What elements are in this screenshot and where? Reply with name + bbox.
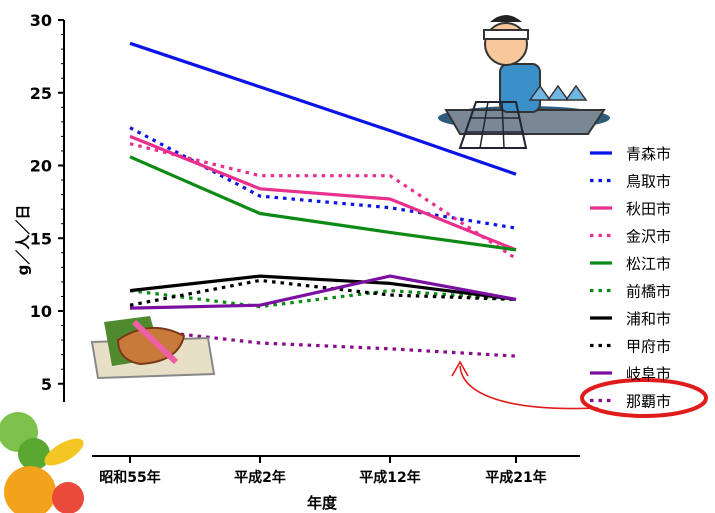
series-line-9 — [129, 274, 517, 310]
series-line-6 — [129, 289, 517, 309]
legend-label: 松江市 — [626, 255, 671, 273]
legend-label: 秋田市 — [626, 200, 671, 218]
vegetables-illustration — [0, 412, 84, 513]
grilled-fish-illustration — [90, 316, 216, 380]
series-line-2 — [129, 126, 517, 230]
series-line-10 — [129, 326, 517, 358]
y-tick-label: 20 — [30, 157, 52, 176]
legend-label: 那覇市 — [626, 393, 671, 411]
legend-label: 前橋市 — [626, 283, 671, 301]
series-line-8 — [129, 278, 517, 307]
legend-label: 岐阜市 — [626, 365, 671, 383]
series-line-3 — [129, 134, 517, 252]
x-tick-label: 平成21年 — [485, 469, 546, 486]
highlight-circle — [580, 378, 708, 418]
annotation-arrowhead — [451, 360, 469, 377]
x-axis-title: 年度 — [307, 494, 338, 512]
series-line-5 — [129, 155, 517, 252]
y-tick-label: 5 — [41, 375, 52, 394]
y-tick-label: 10 — [30, 302, 52, 321]
series-line-7 — [129, 274, 517, 301]
x-tick-label: 昭和55年 — [99, 469, 160, 486]
legend-label: 鳥取市 — [626, 173, 671, 191]
y-tick-label: 15 — [30, 229, 52, 248]
legend-label: 青森市 — [626, 145, 671, 163]
x-tick-label: 平成12年 — [359, 469, 420, 486]
y-tick-label: 30 — [30, 11, 52, 30]
legend-label: 浦和市 — [626, 310, 671, 328]
legend-label: 金沢市 — [626, 228, 671, 246]
series-line-1 — [129, 41, 517, 176]
legend-label: 甲府市 — [626, 338, 671, 356]
x-tick-label: 平成2年 — [234, 469, 286, 486]
y-tick-label: 25 — [30, 84, 52, 103]
fisherman-illustration — [438, 15, 610, 149]
series-layer — [129, 41, 517, 358]
series-line-4 — [129, 142, 517, 260]
y-axis-title: g／人／日 — [14, 205, 32, 276]
annotation-arrow — [459, 365, 599, 410]
